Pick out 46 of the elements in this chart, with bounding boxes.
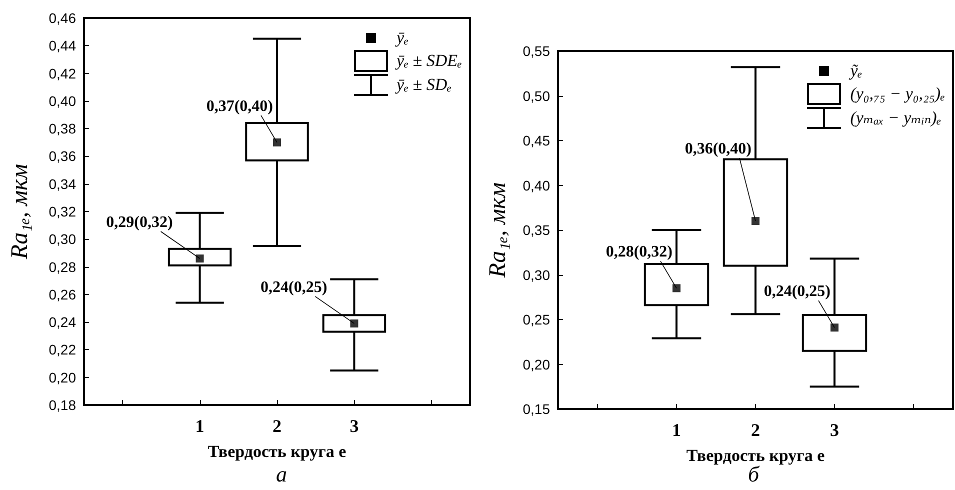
y-axis-title: Ra₁ₑ, мкм <box>7 164 33 260</box>
y-tick-label: 0,26 <box>48 286 76 302</box>
annotation: 0,28(0,32) <box>606 244 672 261</box>
y-tick-label: 0,32 <box>48 204 76 220</box>
text: а <box>276 462 287 486</box>
annotation: ȳₑ ± SDEₑ <box>396 51 462 71</box>
y-tick-label: 0,35 <box>522 222 550 238</box>
y-tick-label: 0,28 <box>48 258 76 275</box>
y-tick-label: 0,30 <box>522 266 550 283</box>
y-tick-label: 0,36 <box>48 148 76 164</box>
y-tick-label: 0,22 <box>48 342 76 358</box>
y-tick-label: 0,40 <box>522 177 550 194</box>
y-tick-label: 0,20 <box>522 356 550 372</box>
x-tick-label: 2 <box>751 420 760 440</box>
y-tick-label: 0,42 <box>48 65 76 82</box>
y-tick-label: 0,40 <box>48 92 76 109</box>
annotation: 0,24(0,25) <box>764 283 830 300</box>
y-tick-label: 0,34 <box>48 176 76 192</box>
y-tick-label: 0,44 <box>48 38 76 54</box>
y-tick-label: 0,24 <box>48 314 76 330</box>
y-tick-label: 0,55 <box>522 43 550 59</box>
x-tick-label: 1 <box>672 420 681 440</box>
y-tick-label: 0,18 <box>48 397 76 413</box>
annotation: (y₀,₇₅ − y₀,₂₅)ₑ <box>850 84 945 104</box>
annotation: 0,37(0,40) <box>206 98 273 115</box>
annotation: ȳₑ ± SDₑ <box>396 75 453 95</box>
annotation: (yₘₐₓ − yₘᵢₙ)ₑ <box>850 108 942 128</box>
y-tick-label: 0,50 <box>522 88 550 104</box>
y-tick-label: 0,25 <box>522 312 550 328</box>
x-axis-title: Твердость круга e <box>208 442 347 461</box>
y-tick-label: 0,30 <box>48 231 76 248</box>
annotation: ȳₑ <box>396 28 410 48</box>
annotation: 0,29(0,32) <box>106 214 173 231</box>
y-tick-label: 0,20 <box>48 369 76 386</box>
annotation: 0,36(0,40) <box>684 140 752 158</box>
y-tick-label: 0,45 <box>522 132 550 148</box>
y-tick-label: 0,38 <box>48 120 76 137</box>
y-axis-title: Ra₁ₑ, мкм <box>485 182 511 279</box>
annotation: ỹₑ <box>850 61 864 81</box>
annotation: 0,24(0,25) <box>260 278 328 296</box>
y-tick-label: 0,15 <box>522 401 550 417</box>
x-tick-label: 2 <box>272 416 282 436</box>
x-tick-label: 1 <box>195 416 204 436</box>
x-tick-label: 3 <box>350 416 359 436</box>
x-tick-label: 3 <box>830 420 839 440</box>
y-tick-label: 0,46 <box>48 10 76 26</box>
